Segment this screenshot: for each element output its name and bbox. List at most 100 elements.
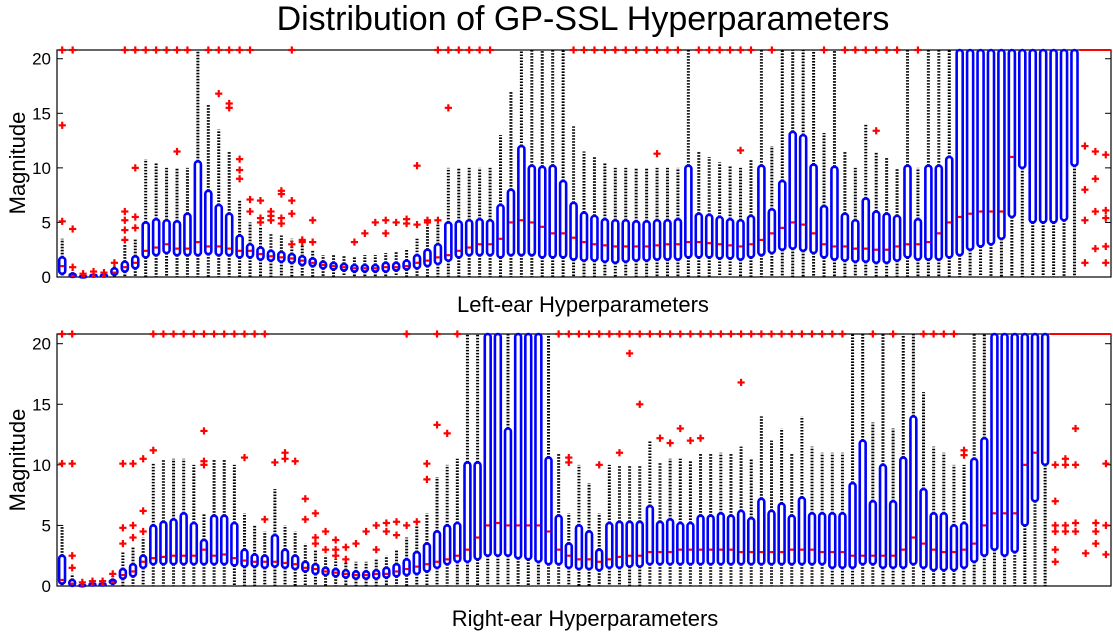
- box-body: [888, 499, 898, 570]
- box-body: [172, 220, 182, 257]
- outlier: [210, 330, 218, 338]
- box-23: [287, 46, 297, 277]
- box-body: [652, 218, 662, 261]
- outlier: [311, 509, 320, 517]
- box-90: [986, 48, 996, 277]
- box-body: [1007, 48, 1017, 219]
- outlier: [695, 46, 703, 54]
- box-54: [610, 46, 620, 277]
- box-body: [209, 514, 219, 566]
- outlier: [200, 457, 208, 465]
- box-50: [554, 330, 563, 586]
- box-41: [463, 334, 472, 586]
- outlier: [423, 460, 431, 468]
- outlier: [190, 330, 198, 338]
- box-body: [199, 538, 209, 566]
- outlier: [392, 218, 400, 227]
- outlier: [1081, 186, 1089, 194]
- box-46: [513, 332, 523, 586]
- outlier: [1051, 497, 1059, 505]
- outlier: [291, 457, 299, 465]
- outlier: [149, 446, 157, 454]
- outlier: [433, 421, 441, 429]
- box-95: [1038, 48, 1048, 277]
- outlier: [768, 46, 776, 54]
- box-54: [594, 330, 604, 586]
- outlier: [261, 515, 269, 523]
- box-62: [676, 330, 685, 586]
- box-body: [642, 220, 651, 262]
- outlier: [109, 570, 117, 578]
- outlier: [1071, 424, 1080, 433]
- box-body: [423, 248, 432, 268]
- outlier: [267, 207, 275, 216]
- box-body: [162, 218, 171, 255]
- box-39: [454, 46, 464, 277]
- box-7: [120, 46, 130, 277]
- box-body: [444, 221, 453, 262]
- box-body: [851, 218, 860, 264]
- outlier: [453, 330, 461, 338]
- box-87: [929, 330, 938, 586]
- box-body: [610, 218, 620, 265]
- box-75: [807, 330, 817, 586]
- y-ticks-bottom: 0 5 10 15 20: [32, 335, 1111, 596]
- outlier: [611, 46, 619, 54]
- box-body: [840, 212, 850, 262]
- box-92: [980, 334, 989, 586]
- box-101: [1100, 49, 1111, 267]
- box-body: [746, 214, 756, 259]
- box-body: [361, 570, 371, 581]
- box-102: [1080, 333, 1091, 557]
- box-5: [99, 269, 109, 278]
- box-55: [621, 46, 631, 277]
- box-81: [868, 330, 878, 586]
- box-78: [838, 330, 847, 586]
- box-body: [924, 164, 933, 261]
- box-body: [183, 212, 192, 257]
- outlier: [413, 221, 421, 229]
- outlier: [139, 527, 147, 536]
- box-body: [277, 250, 286, 264]
- outlier: [828, 330, 836, 338]
- outlier: [236, 155, 244, 163]
- outlier: [58, 121, 66, 129]
- outlier: [465, 46, 473, 54]
- box-body: [715, 215, 724, 260]
- plot-frame-bottom: [56, 333, 1112, 587]
- outlier: [626, 349, 634, 357]
- outlier: [476, 46, 484, 54]
- outlier: [240, 330, 249, 338]
- outlier: [632, 46, 640, 54]
- outlier: [281, 449, 289, 457]
- box-42: [473, 334, 482, 586]
- box-10: [149, 330, 158, 586]
- box-7: [118, 460, 128, 586]
- outlier: [301, 495, 309, 503]
- box-body: [67, 578, 77, 588]
- box-9: [141, 46, 151, 277]
- box-58: [652, 46, 662, 277]
- outlier: [246, 195, 254, 204]
- box-body: [696, 514, 705, 566]
- box-100: [1090, 49, 1101, 253]
- box-body: [797, 496, 807, 566]
- outlier: [1061, 461, 1069, 469]
- outlier: [1102, 550, 1110, 559]
- outlier: [58, 460, 66, 468]
- outlier: [403, 521, 411, 530]
- outlier: [236, 166, 244, 174]
- box-body: [453, 521, 462, 564]
- box-98: [1040, 332, 1050, 586]
- outlier: [580, 46, 588, 54]
- outlier: [1092, 519, 1100, 527]
- box-body: [321, 566, 330, 577]
- y-axis-label-bottom: Magnitude: [5, 409, 30, 512]
- box-88: [939, 330, 949, 586]
- box-74: [819, 46, 829, 277]
- outlier: [183, 46, 192, 54]
- box-56: [631, 46, 641, 277]
- box-body: [537, 165, 547, 259]
- box-body: [151, 217, 161, 257]
- outlier: [403, 330, 411, 338]
